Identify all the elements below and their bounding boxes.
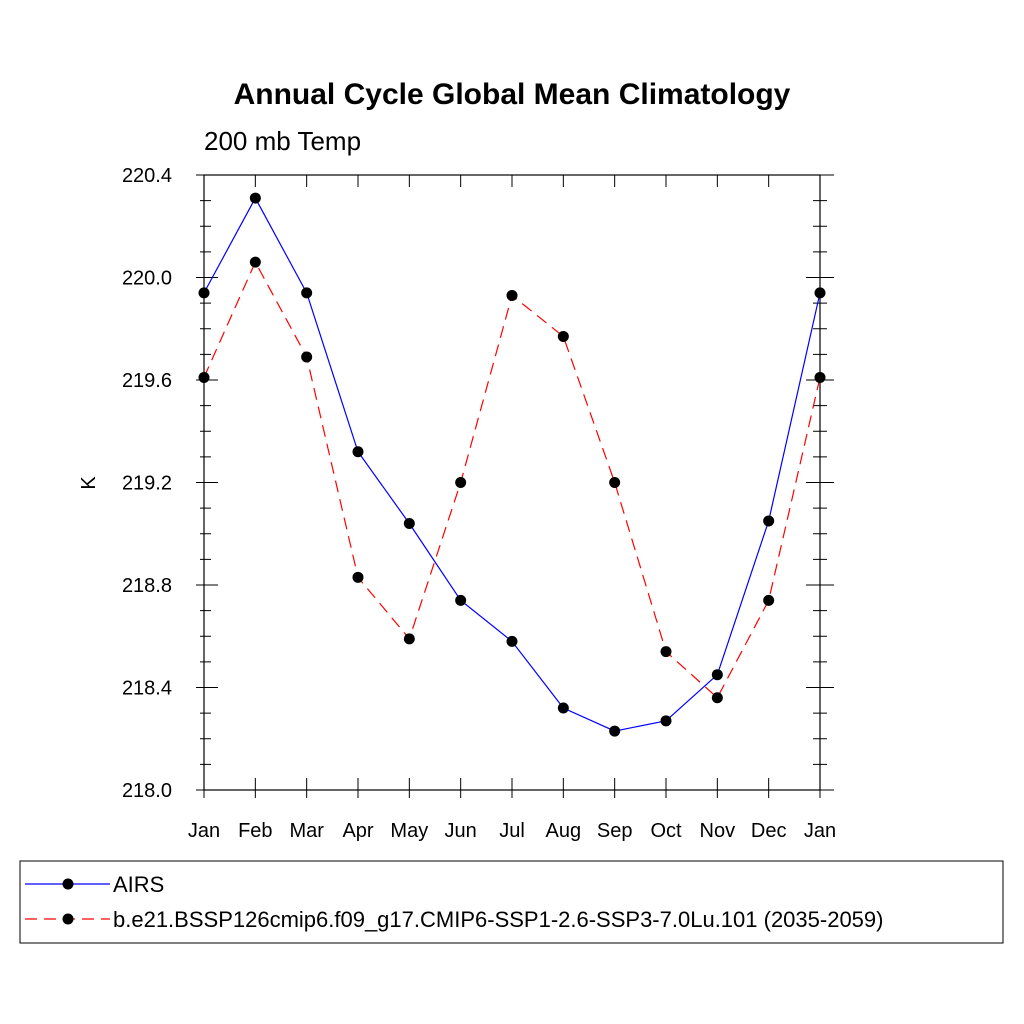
data-point <box>660 646 672 658</box>
legend: AIRS b.e21.BSSP126cmip6.f09_g17.CMIP6-SSP… <box>19 860 1004 944</box>
plot-area: Jan Feb Mar Apr May Jun Jul Aug Sep Oct Nov Dec Jan 2… <box>122 165 836 842</box>
x-tick-label: Jul <box>499 820 525 842</box>
legend-marker <box>62 878 74 890</box>
data-point <box>301 287 313 299</box>
data-point <box>301 351 313 363</box>
data-point <box>711 669 723 681</box>
chart-subtitle: 200 mb Temp <box>204 126 361 156</box>
data-point <box>249 192 261 204</box>
data-point <box>352 446 364 458</box>
data-point <box>352 571 364 583</box>
data-point <box>506 635 518 647</box>
x-tick-label: Aug <box>546 820 582 842</box>
x-tick-label: Jun <box>445 820 477 842</box>
data-point <box>403 633 415 645</box>
data-point <box>763 515 775 527</box>
legend-marker <box>62 913 74 925</box>
y-tick-label: 219.2 <box>122 473 172 495</box>
data-point <box>660 715 672 727</box>
x-tick-label: Sep <box>597 820 633 842</box>
plot-frame <box>203 174 821 791</box>
series-line <box>203 260 821 699</box>
data-point <box>711 692 723 704</box>
legend-label: b.e21.BSSP126cmip6.f09_g17.CMIP6-SSP1-2.… <box>113 907 883 932</box>
x-tick-label: Nov <box>700 820 736 842</box>
x-tick-label: Jan <box>188 820 220 842</box>
x-tick-label: Apr <box>342 820 373 842</box>
series-line <box>203 196 821 732</box>
data-point <box>403 518 415 529</box>
legend-label: AIRS <box>113 872 164 897</box>
x-tick-label: Dec <box>751 820 787 842</box>
y-tick-label: 218.4 <box>122 678 172 700</box>
y-tick-label: 220.0 <box>122 268 172 290</box>
data-point <box>455 594 467 606</box>
data-point <box>557 702 569 714</box>
y-axis-label: K <box>78 476 100 490</box>
x-tick-label: Feb <box>238 820 272 842</box>
data-point <box>557 330 569 342</box>
y-tick-label: 220.4 <box>122 165 172 187</box>
data-point <box>249 256 261 268</box>
data-point <box>455 477 467 488</box>
chart-title: Annual Cycle Global Mean Climatology <box>234 78 791 111</box>
y-tick-label: 218.8 <box>122 575 172 597</box>
x-tick-label: Mar <box>289 820 324 842</box>
data-point <box>609 725 621 737</box>
y-tick-label: 218.0 <box>122 780 172 802</box>
data-point <box>609 477 621 488</box>
data-point <box>763 594 775 606</box>
x-tick-label: Oct <box>650 820 682 842</box>
data-point <box>506 289 518 301</box>
x-tick-label: Jan <box>804 820 836 842</box>
x-tick-label: May <box>390 820 428 842</box>
y-tick-label: 219.6 <box>122 370 172 392</box>
legend-box <box>19 860 1004 944</box>
